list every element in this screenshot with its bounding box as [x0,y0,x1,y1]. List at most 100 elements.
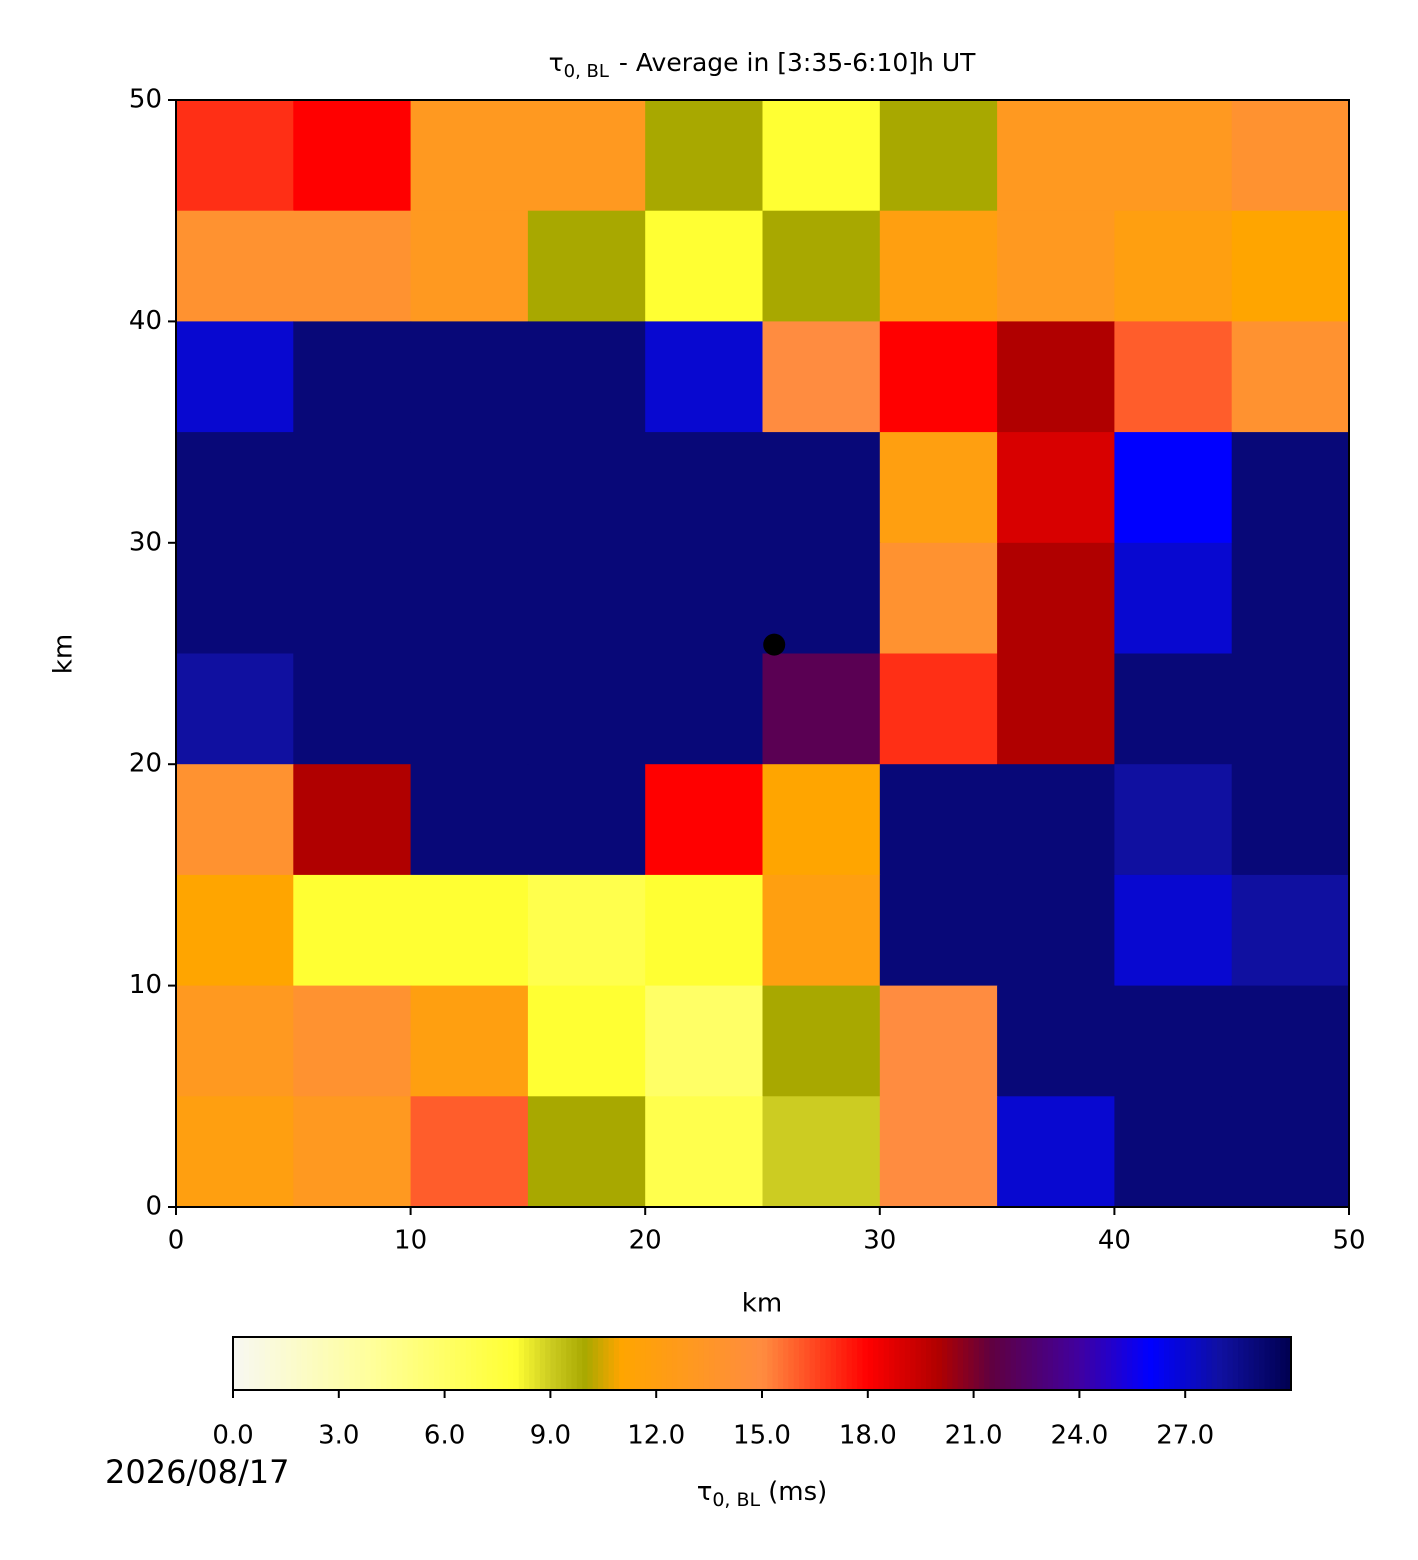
x-tick-label: 50 [1332,1226,1365,1256]
heat-cell [762,210,881,322]
heat-cell [997,1096,1115,1208]
colorbar-segment [910,1337,917,1390]
colorbar-segment [724,1337,731,1390]
heat-cell [527,764,646,876]
heat-cell [997,985,1115,1097]
colorbar-segment [1052,1337,1059,1390]
colorbar-segment [439,1337,446,1390]
colorbar-segment [1264,1337,1271,1390]
colorbar-segment [693,1337,700,1390]
heat-cell [527,100,646,212]
heat-cell [879,653,998,765]
colorbar-segment [513,1337,520,1390]
colorbar-unit: (ms) [768,1477,827,1507]
heat-cell [1114,1096,1233,1208]
heat-cell [762,1096,881,1208]
colorbar-segment [1121,1337,1128,1390]
heat-cell [1231,653,1350,765]
colorbar-segment [1068,1337,1075,1390]
colorbar-subscript: 0, BL [712,1489,760,1511]
heat-cell [762,985,881,1097]
heat-cell [645,1096,764,1208]
colorbar-segment [381,1337,388,1390]
colorbar-segment [788,1337,795,1390]
colorbar-segment [301,1337,308,1390]
heat-cell [1114,653,1233,765]
title-text: - Average in [3:35-6:10]h UT [619,48,976,77]
heat-cell [293,874,412,987]
colorbar-segment [1179,1337,1186,1390]
heat-cell [293,653,412,765]
heat-cell [1114,764,1233,876]
colorbar-segment [508,1337,514,1390]
colorbar-segment [1153,1337,1160,1390]
colorbar-segment [820,1337,827,1390]
colorbar-segment [783,1337,790,1390]
colorbar-segment [767,1337,774,1390]
heat-cell [997,653,1115,765]
colorbar-segment [1084,1337,1091,1390]
colorbar-segment [460,1337,467,1390]
heat-cell [410,653,529,765]
heat-cell [879,321,998,433]
colorbar-segment [1243,1337,1250,1390]
marker-point [763,633,786,656]
colorbar-segment [1042,1337,1049,1390]
colorbar-segment [619,1337,626,1390]
colorbar-segment [1169,1337,1176,1390]
heat-cell [762,874,881,987]
heat-cell [645,210,764,322]
heat-cell [762,100,881,212]
heat-cell [176,210,294,322]
heat-cell [1231,432,1350,544]
colorbar-segment [1275,1337,1282,1390]
colorbar-segment [613,1337,620,1390]
heat-cell [410,874,529,987]
heat-cell [410,210,529,322]
heat-cell [762,653,881,765]
colorbar-segment [476,1337,483,1390]
date-label: 2026/08/17 [105,1453,289,1491]
heat-cell [645,653,764,765]
colorbar-segment [270,1337,276,1390]
colorbar-segment [1232,1337,1239,1390]
colorbar-segment [566,1337,573,1390]
x-tick-label: 20 [629,1226,662,1256]
colorbar-segment [1142,1337,1149,1390]
heat-cell [762,321,881,433]
heat-cell [879,210,998,322]
colorbar-segment [740,1337,747,1390]
colorbar-segment [254,1337,261,1390]
colorbar-segment [418,1337,425,1390]
colorbar-segment [1058,1337,1065,1390]
heat-cell [176,764,294,876]
colorbar-segment [698,1337,705,1390]
colorbar-segment [539,1337,546,1390]
heat-cell [1114,210,1233,322]
colorbar-segment [322,1337,329,1390]
heat-cell [527,210,646,322]
colorbar-segment [714,1337,721,1390]
colorbar-tick-label: 21.0 [945,1421,1003,1451]
heat-cell [176,1096,294,1208]
colorbar-segment [1111,1337,1118,1390]
heat-cell [176,542,294,655]
colorbar-segment [534,1337,541,1390]
colorbar-segment [1211,1337,1218,1390]
heat-cell [645,432,764,544]
colorbar-segment [285,1337,292,1390]
colorbar-segment [772,1337,779,1390]
colorbar-segment [687,1337,694,1390]
colorbar-segment [307,1337,313,1390]
heat-cell [1114,542,1233,655]
x-axis-label: km [742,1289,782,1319]
colorbar-segment [957,1337,964,1390]
colorbar-segment [936,1337,943,1390]
heat-cell [997,432,1115,544]
colorbar-segment [756,1337,763,1390]
colorbar-segment [1238,1337,1244,1390]
colorbar-segment [598,1337,604,1390]
colorbar-segment [1074,1337,1080,1390]
colorbar-segment [629,1337,636,1390]
colorbar-segment [396,1337,403,1390]
